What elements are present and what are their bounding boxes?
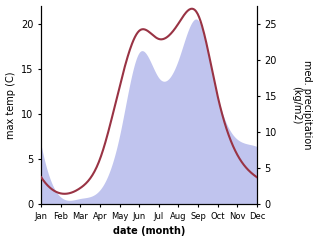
X-axis label: date (month): date (month) — [113, 227, 185, 236]
Y-axis label: med. precipitation
(kg/m2): med. precipitation (kg/m2) — [291, 60, 313, 150]
Y-axis label: max temp (C): max temp (C) — [5, 71, 16, 139]
